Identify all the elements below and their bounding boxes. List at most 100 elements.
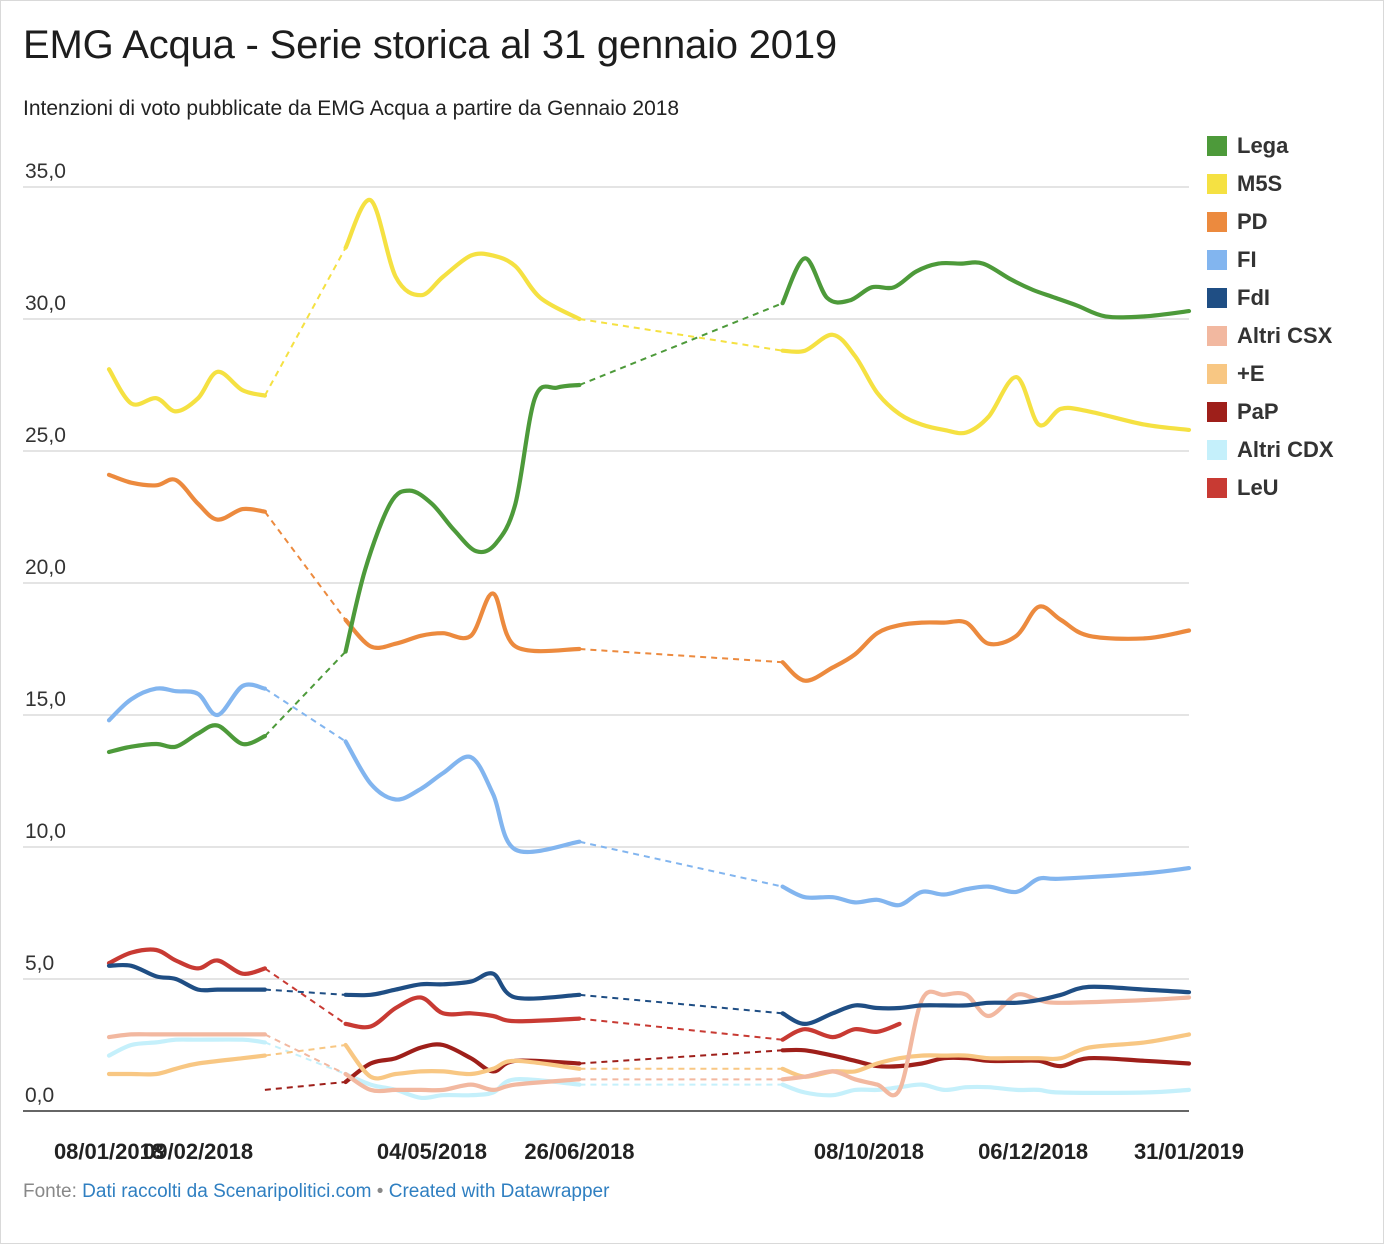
legend-label: M5S: [1237, 171, 1283, 196]
y-axis-ticks: 0,0 5,0 10,0 15,0 20,0 25,0 30,0 35,0: [25, 160, 66, 1107]
gap-connector: [579, 993, 783, 1015]
series-line: [343, 382, 582, 654]
series-line: [106, 1032, 267, 1040]
series-line: [780, 332, 1192, 436]
series-line: [106, 723, 267, 755]
y-tick-label: 15,0: [25, 688, 66, 711]
x-tick-label: 08/10/2018: [814, 1139, 924, 1164]
series-lines: [106, 198, 1192, 1101]
series-line: [106, 682, 267, 723]
gap-connector: [264, 511, 347, 621]
series-line: [780, 1021, 902, 1042]
series-altri-cdx: [106, 1037, 1192, 1101]
series-line: [780, 1082, 1192, 1098]
source-label: Fonte:: [23, 1181, 77, 1202]
series-line: [780, 1032, 1192, 1079]
gap-connector: [264, 988, 346, 996]
series-line: [106, 962, 267, 993]
chart-title: EMG Acqua - Serie storica al 31 gennaio …: [23, 23, 837, 67]
legend-item-altri-cdx: Altri CDX: [1207, 431, 1377, 469]
series-line: [343, 739, 582, 855]
legend-item-fi: FI: [1207, 241, 1377, 279]
gap-connector: [579, 1049, 783, 1065]
legend-label: PD: [1237, 209, 1268, 234]
legend-label: FdI: [1237, 285, 1270, 310]
x-tick-label: 04/05/2018: [377, 1139, 487, 1164]
series-line: [343, 1071, 582, 1101]
gap-connector: [264, 1033, 347, 1075]
legend-swatch: [1207, 402, 1227, 422]
legend-swatch: [1207, 364, 1227, 384]
datawrapper-credit-link[interactable]: Created with Datawrapper: [388, 1181, 610, 1202]
x-tick-label: 26/06/2018: [524, 1139, 634, 1164]
y-tick-label: 0,0: [25, 1084, 54, 1107]
series-line: [780, 989, 1192, 1098]
legend-label: PaP: [1237, 399, 1279, 424]
x-tick-label: 09/02/2018: [143, 1139, 253, 1164]
gap-connector: [579, 302, 783, 386]
legend-swatch: [1207, 288, 1227, 308]
y-tick-label: 10,0: [25, 820, 66, 843]
gap-connector: [263, 247, 347, 397]
legend-item-m5s: M5S: [1207, 165, 1377, 203]
series-line: [106, 1053, 267, 1077]
series-line: [343, 995, 582, 1030]
gap-connector: [264, 650, 347, 737]
series-line: [343, 971, 582, 1001]
series-lega: [106, 256, 1192, 755]
y-tick-label: 5,0: [25, 952, 54, 975]
chart-subtitle: Intenzioni di voto pubblicate da EMG Acq…: [23, 97, 680, 120]
legend-label: +E: [1237, 361, 1265, 386]
legend-swatch: [1207, 250, 1227, 270]
y-tick-label: 25,0: [25, 424, 66, 447]
gap-connector: [264, 687, 347, 743]
legend-label: Altri CSX: [1237, 323, 1333, 348]
series-line: [780, 866, 1192, 908]
legend-swatch: [1207, 136, 1227, 156]
series-line: [343, 1042, 582, 1081]
gap-connector: [579, 1017, 783, 1041]
gap-connector: [579, 318, 783, 352]
footer: Fonte: Dati raccolti da Scenaripolitici.…: [23, 1181, 609, 1203]
legend-item-fdi: FdI: [1207, 279, 1377, 317]
series-e: [106, 1032, 1192, 1081]
legend: Lega M5S PD FI FdI Altri CSX +E PaP Altri CDX LeU: [1207, 127, 1377, 507]
series-pd: [106, 472, 1192, 683]
legend-swatch: [1207, 440, 1227, 460]
series-line: [106, 472, 267, 522]
gap-connector: [264, 1080, 346, 1091]
series-line: [106, 1037, 267, 1058]
series-line: [780, 256, 1192, 320]
legend-item-lega: Lega: [1207, 127, 1377, 165]
series-line: [343, 591, 582, 654]
series-line: [106, 947, 267, 976]
series-altri-csx: [106, 989, 1192, 1098]
legend-item-e: +E: [1207, 355, 1377, 393]
x-tick-label: 08/01/2018: [54, 1139, 164, 1164]
legend-label: Lega: [1237, 133, 1289, 158]
series-fdi: [106, 962, 1192, 1026]
y-tick-label: 20,0: [25, 556, 66, 579]
series-line: [780, 1047, 1192, 1069]
gap-connector: [579, 840, 783, 888]
series-pap: [264, 1042, 1192, 1091]
gap-connector: [264, 1044, 346, 1057]
series-line: [780, 604, 1192, 683]
gap-connector: [264, 967, 347, 1025]
source-link[interactable]: Dati raccolti da Scenaripolitici.com: [82, 1181, 372, 1202]
series-m5s: [106, 198, 1192, 436]
legend-swatch: [1207, 174, 1227, 194]
legend-swatch: [1207, 326, 1227, 346]
legend-swatch: [1207, 478, 1227, 498]
legend-item-altri-csx: Altri CSX: [1207, 317, 1377, 355]
series-line: [343, 198, 582, 322]
series-line: [106, 367, 267, 414]
legend-item-leu: LeU: [1207, 469, 1377, 507]
legend-item-pd: PD: [1207, 203, 1377, 241]
legend-label: Altri CDX: [1237, 437, 1334, 462]
gap-connector: [264, 1041, 346, 1075]
gap-connector: [579, 648, 783, 664]
